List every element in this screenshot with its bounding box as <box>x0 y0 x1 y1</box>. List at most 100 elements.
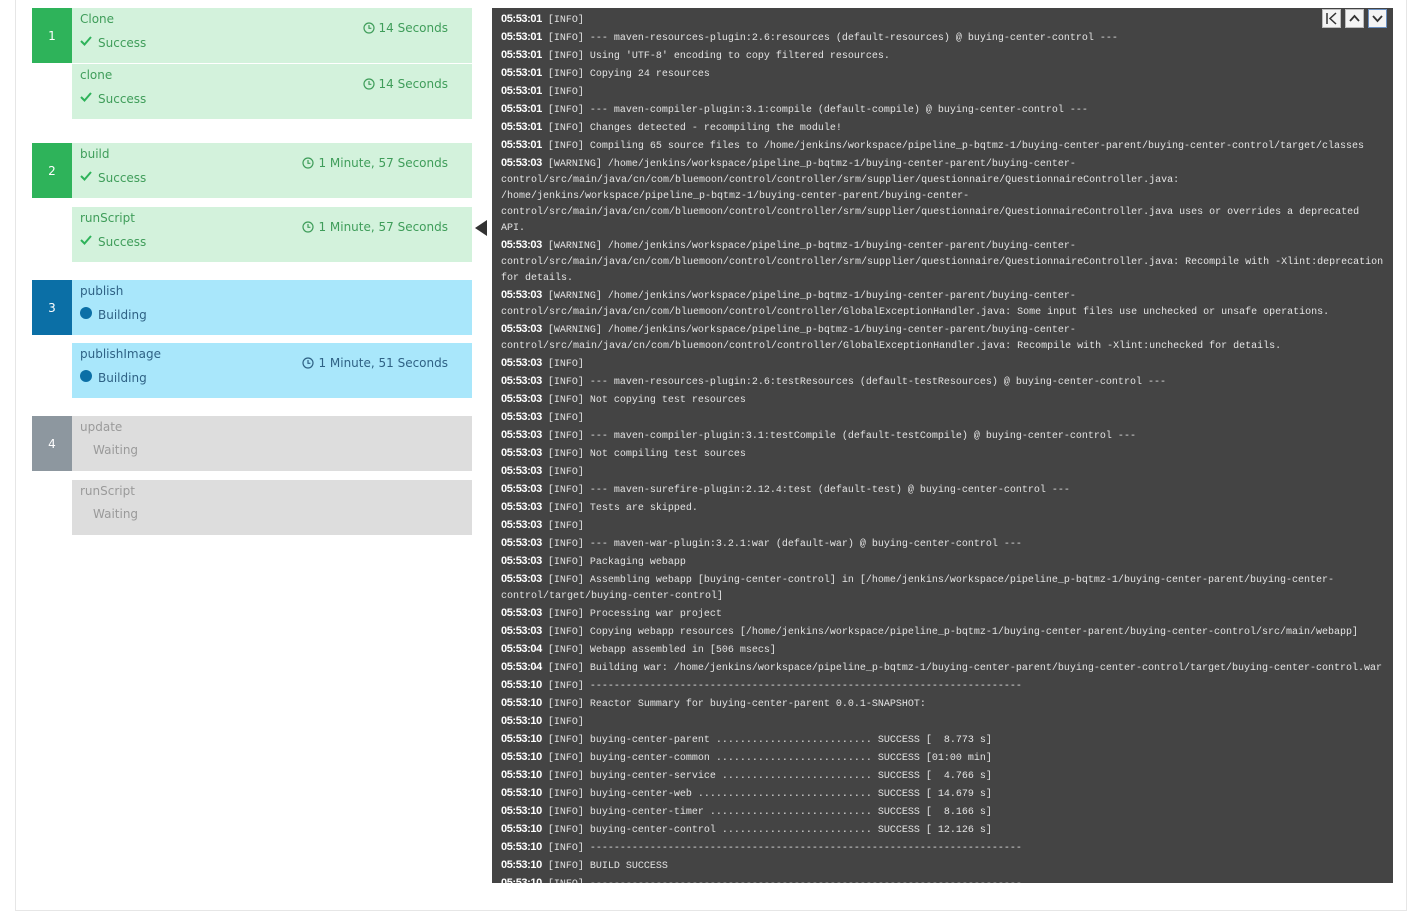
log-text: [INFO] <box>547 717 584 728</box>
log-time: 05:53:10 <box>501 679 542 691</box>
log-time: 05:53:10 <box>501 715 542 727</box>
step-status: Waiting <box>80 443 138 457</box>
log-time: 05:53:03 <box>501 573 542 585</box>
step-status: Success <box>80 170 146 185</box>
status-text: Success <box>98 234 147 249</box>
log-time: 05:53:01 <box>501 31 542 43</box>
step-status: Building <box>80 370 147 385</box>
log-line: 05:53:03 [INFO] <box>501 409 1385 427</box>
log-line: 05:53:10 [INFO] buying-center-common ....… <box>501 749 1385 767</box>
step-name: clone <box>80 68 113 82</box>
log-time: 05:53:01 <box>501 49 542 61</box>
step-card[interactable]: update Waiting <box>72 416 472 471</box>
log-line: 05:53:03 [INFO] --- maven-resources-plugi… <box>501 373 1385 391</box>
step-card[interactable]: publish Building <box>72 280 472 335</box>
log-line: 05:53:03 [INFO] --- maven-compiler-plugin… <box>501 427 1385 445</box>
stage-number: 4 <box>32 416 72 471</box>
log-line: 05:53:01 [INFO] <box>501 83 1385 101</box>
log-text: [INFO] --- maven-war-plugin:3.2.1:war (d… <box>547 539 1022 550</box>
log-text: [INFO] <box>547 87 584 98</box>
log-line: 05:53:10 [INFO] Reactor Summary for buyin… <box>501 695 1385 713</box>
log-text: [INFO] --- maven-surefire-plugin:2.12.4:… <box>547 485 1070 496</box>
log-line: 05:53:03 [INFO] --- maven-surefire-plugin… <box>501 481 1385 499</box>
step-card[interactable]: clone Success 14 Seconds <box>72 64 472 119</box>
log-time: 05:53:01 <box>501 67 542 79</box>
log-line: 05:53:10 [INFO] buying-center-parent ....… <box>501 731 1385 749</box>
log-time: 05:53:03 <box>501 429 542 441</box>
status-text: Success <box>98 91 147 106</box>
log-line: 05:53:03 [WARNING] /home/jenkins/workspac… <box>501 321 1385 355</box>
log-time: 05:53:01 <box>501 139 542 151</box>
log-line: 05:53:01 [INFO] <box>501 11 1385 29</box>
log-text: [INFO] Tests are skipped. <box>547 503 698 514</box>
log-text: [INFO] buying-center-timer .............… <box>547 807 992 818</box>
log-line: 05:53:01 [INFO] Using 'UTF-8' encoding to… <box>501 47 1385 65</box>
log-time: 05:53:03 <box>501 411 542 423</box>
step-card[interactable]: runScript Success 1 Minute, 57 Seconds <box>72 207 472 262</box>
log-time: 05:53:03 <box>501 289 542 301</box>
scroll-top-button[interactable] <box>1322 9 1341 28</box>
log-text: [INFO] buying-center-parent ............… <box>547 735 992 746</box>
log-time: 05:53:10 <box>501 769 542 781</box>
step-status: Success <box>80 91 146 106</box>
log-line: 05:53:01 [INFO] --- maven-resources-plugi… <box>501 29 1385 47</box>
status-icon <box>80 370 92 385</box>
log-text: [INFO] Not compiling test sources <box>547 449 746 460</box>
step-status: Success <box>80 234 146 249</box>
step-card[interactable]: runScript Waiting <box>72 480 472 535</box>
log-text: [WARNING] /home/jenkins/workspace/pipeli… <box>501 159 1366 234</box>
step-name: publish <box>80 284 124 298</box>
duration-text: 1 Minute, 51 Seconds <box>318 356 448 370</box>
status-text: Success <box>98 35 147 50</box>
log-line: 05:53:03 [INFO] Processing war project <box>501 605 1385 623</box>
log-text: [INFO] Compiling 65 source files to /hom… <box>547 141 1364 152</box>
log-time: 05:53:03 <box>501 483 542 495</box>
log-time: 05:53:03 <box>501 537 542 549</box>
next-button[interactable] <box>1368 9 1387 28</box>
log-line: 05:53:03 [INFO] --- maven-war-plugin:3.2.… <box>501 535 1385 553</box>
log-line: 05:53:10 [INFO] buying-center-timer .....… <box>501 803 1385 821</box>
log-text: [INFO] ---------------------------------… <box>547 681 1022 692</box>
step-duration: 1 Minute, 57 Seconds <box>302 156 448 170</box>
status-icon <box>80 170 92 185</box>
log-time: 05:53:01 <box>501 85 542 97</box>
log-text: [INFO] ---------------------------------… <box>547 843 1022 854</box>
log-text: [INFO] Using 'UTF-8' encoding to copy fi… <box>547 51 890 62</box>
log-line: 05:53:03 [WARNING] /home/jenkins/workspac… <box>501 287 1385 321</box>
log-line: 05:53:10 [INFO] -------------------------… <box>501 677 1385 695</box>
log-time: 05:53:03 <box>501 393 542 405</box>
log-line: 05:53:03 [WARNING] /home/jenkins/workspac… <box>501 237 1385 287</box>
previous-button[interactable] <box>1345 9 1364 28</box>
log-time: 05:53:03 <box>501 465 542 477</box>
log-time: 05:53:10 <box>501 733 542 745</box>
log-text: [INFO] ---------------------------------… <box>548 879 1022 883</box>
log-line: 05:53:03 [INFO] Not copying test resource… <box>501 391 1385 409</box>
log-time: 05:53:10 <box>501 805 542 817</box>
step-name: update <box>80 420 123 434</box>
log-line: 05:53:03 [INFO] <box>501 463 1385 481</box>
log-time: 05:53:10 <box>501 751 542 763</box>
log-line: 05:53:03 [INFO] <box>501 517 1385 535</box>
log-line: 05:53:01 [INFO] --- maven-compiler-plugin… <box>501 101 1385 119</box>
log-line: 05:53:01 [INFO] Compiling 65 source files… <box>501 137 1385 155</box>
status-text: Waiting <box>93 507 139 521</box>
log-text: [INFO] Processing war project <box>547 609 722 620</box>
step-name: runScript <box>80 211 135 225</box>
step-status: Success <box>80 35 146 50</box>
step-duration: 1 Minute, 57 Seconds <box>302 220 448 234</box>
step-card[interactable]: Clone Success 14 Seconds <box>72 8 472 63</box>
step-duration: 1 Minute, 51 Seconds <box>302 356 448 370</box>
log-text: [WARNING] /home/jenkins/workspace/pipeli… <box>501 291 1330 318</box>
log-text: [INFO] Not copying test resources <box>547 395 746 406</box>
stage-number: 3 <box>32 280 72 335</box>
log-time: 05:53:10 <box>501 841 542 853</box>
step-card[interactable]: build Success 1 Minute, 57 Seconds <box>72 143 472 198</box>
log-line: 05:53:04 [INFO] Building war: /home/jenki… <box>501 659 1385 677</box>
log-line: 05:53:10 [INFO] buying-center-control ...… <box>501 821 1385 839</box>
log-time: 05:53:03 <box>501 625 542 637</box>
step-card[interactable]: publishImage Building 1 Minute, 51 Seconds <box>72 343 472 398</box>
log-text: [INFO] buying-center-web ...............… <box>547 789 992 800</box>
log-text: [INFO] <box>547 359 584 370</box>
log-time: 05:53:10 <box>501 877 542 883</box>
log-time: 05:53:03 <box>501 357 542 369</box>
